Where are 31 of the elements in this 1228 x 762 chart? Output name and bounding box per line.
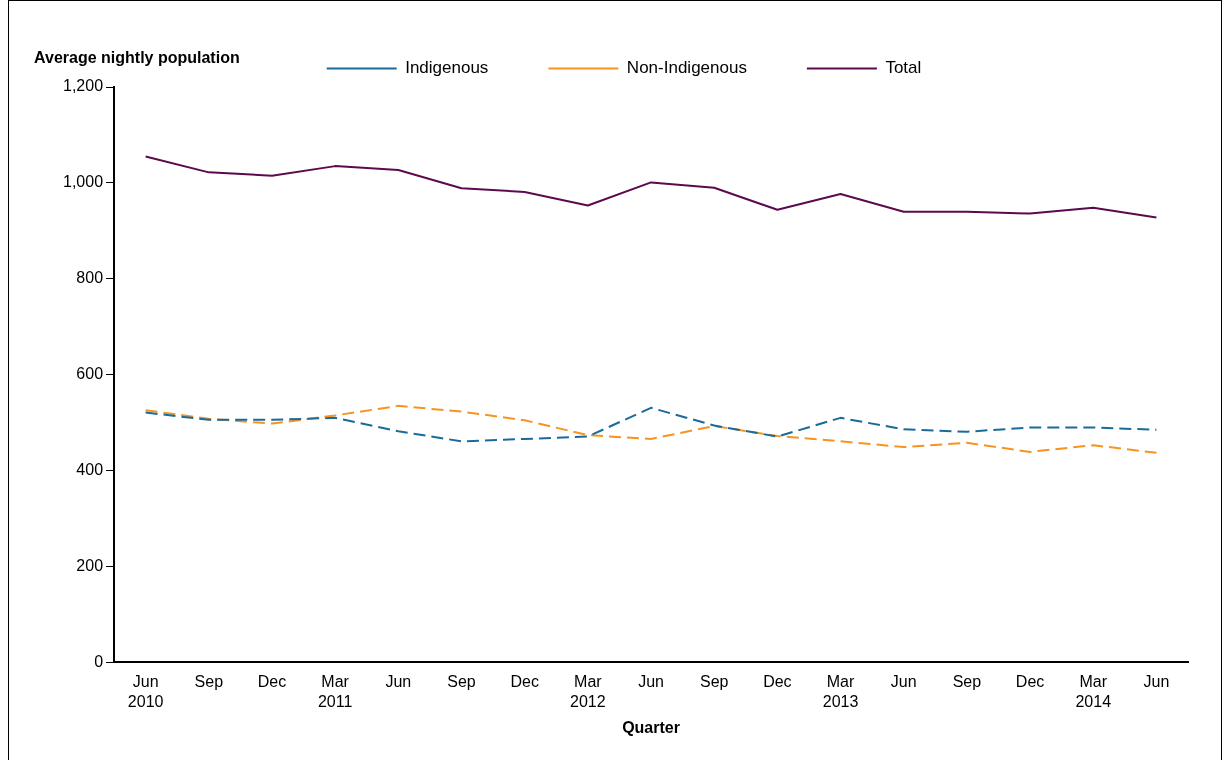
line-series [144, 406, 1158, 443]
y-tick-label: 800 [76, 269, 104, 287]
x-tick-label: Jun [890, 673, 917, 691]
x-tick-label: Mar 2013 [822, 673, 859, 710]
y-axis-title: Average nightly population [34, 49, 240, 67]
x-tick-label: Jun [1143, 673, 1170, 691]
x-tick-label: Jun [638, 673, 664, 691]
x-tick-label: Jun 2010 [127, 673, 164, 710]
y-tick-label: 1,200 [62, 77, 104, 95]
legend-label: Total [885, 58, 922, 78]
x-tick-label: Dec [510, 673, 539, 691]
y-tick-label: 1,000 [62, 173, 104, 191]
legend-label: Indigenous [405, 58, 489, 78]
x-tick-label: Dec [1015, 673, 1045, 691]
x-tick-label: Mar 2012 [570, 673, 606, 710]
y-tick-label: 600 [76, 365, 104, 383]
x-tick-label: Sep [952, 673, 982, 691]
y-tick-label: 0 [94, 652, 104, 670]
x-tick-label: Mar 2014 [1075, 673, 1112, 710]
legend-label: Non-Indigenous [626, 58, 747, 78]
x-tick-label: Sep [699, 673, 729, 691]
x-tick-label: Dec [257, 673, 287, 691]
line-series [144, 404, 1158, 454]
x-tick-label: Sep [447, 673, 476, 691]
x-tick-label: Sep [194, 673, 224, 691]
x-tick-label: Dec [763, 673, 792, 691]
y-tick-label: 400 [76, 461, 104, 479]
x-tick-label: Jun [385, 673, 412, 691]
y-tick-label: 200 [76, 556, 104, 574]
x-axis-title: Quarter [622, 718, 680, 736]
x-tick-label: Mar 2011 [317, 673, 353, 710]
